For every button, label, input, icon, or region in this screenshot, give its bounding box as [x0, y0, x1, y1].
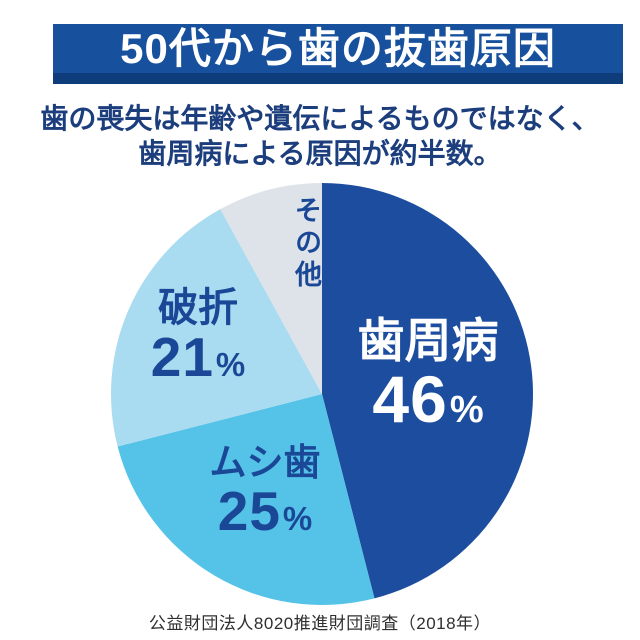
pie-slice-1	[322, 183, 533, 599]
source-citation: 公益財団法人8020推進財団調査（2018年）	[148, 614, 492, 633]
pie-label-periodontal-disease: 歯周病 46%	[330, 316, 526, 435]
page-title: 50代から歯の抜歯原因	[120, 24, 556, 72]
pie-label-cavities-value: 25	[217, 479, 281, 542]
pie-label-cavities-name: ムシ歯	[209, 442, 321, 483]
pie-label-fracture-name: 破折	[158, 286, 238, 330]
subtitle-line-1: 歯の喪失は年齢や遺伝によるものではなく、	[40, 103, 600, 134]
subtitle-line-2: 歯周病による原因が約半数。	[138, 138, 502, 169]
subtitle: 歯の喪失は年齢や遺伝によるものではなく、 歯周病による原因が約半数。	[0, 101, 640, 171]
pie-label-periodontal-disease-name: 歯周病	[357, 314, 499, 367]
title-banner: 50代から歯の抜歯原因	[53, 24, 623, 84]
pie-slice-4	[220, 183, 322, 394]
pie-slice-3	[111, 209, 322, 447]
pie-label-cavities: ムシ歯 25%	[170, 442, 360, 542]
percent-symbol: %	[215, 346, 246, 383]
pie-label-fracture-value: 21	[150, 326, 214, 388]
pie-slice-2	[117, 394, 375, 605]
percent-symbol: %	[282, 499, 313, 537]
pie-label-other-name: その他	[291, 196, 321, 292]
pie-label-other: その他	[288, 196, 324, 300]
pie-label-periodontal-disease-value: 46	[372, 362, 448, 437]
percent-symbol: %	[449, 389, 484, 432]
pie-label-fracture: 破折 21%	[115, 287, 281, 387]
